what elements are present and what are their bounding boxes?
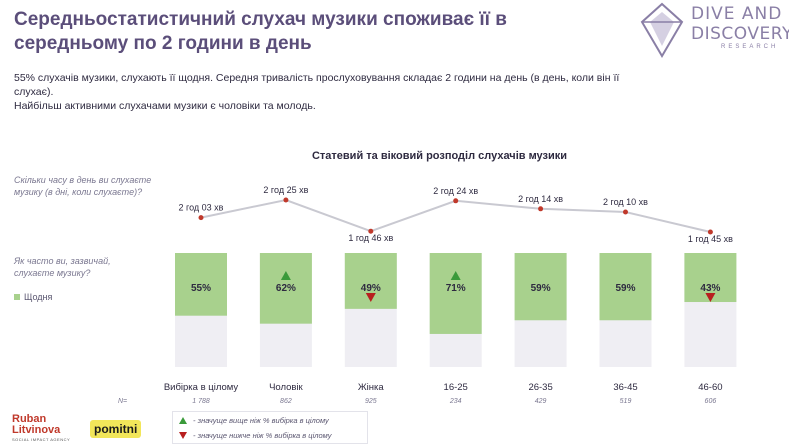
sample-size-label: 519 (620, 398, 632, 405)
category-label: 46-60 (698, 382, 722, 393)
brand-pomitni: pomitni (90, 420, 142, 438)
bar-daily (259, 253, 312, 324)
bar-value-label: 71% (446, 283, 466, 294)
bar-value-label: 49% (361, 283, 381, 294)
brand-ruban: Ruban (12, 413, 47, 425)
logo-line-2: DISCOVERY (691, 24, 789, 44)
bar-daily (175, 253, 227, 316)
duration-point (283, 197, 289, 203)
triangle-down-icon (179, 432, 187, 439)
duration-label: 2 год 25 хв (263, 185, 308, 195)
logo-line-1: DIVE AND (691, 4, 783, 24)
legend-daily: Щодня (14, 292, 52, 302)
duration-label: 2 год 14 хв (518, 194, 563, 204)
category-label: 36-45 (613, 382, 637, 393)
diamond-logo-icon (640, 2, 684, 58)
dive-and-discovery-logo: DIVE AND DISCOVERY RESEARCH (636, 2, 789, 58)
duration-point (623, 209, 628, 215)
music-listeners-chart: 55% Вибірка в цілому 1 788 2 год 03 хв 62% Чо… (118, 185, 737, 405)
intro-text: 55% слухачів музики, слухають її щодня. … (14, 71, 634, 113)
sig-higher-row: - значуще вище ніж % вибірка в цілому (179, 416, 329, 425)
footer-brands: Ruban Litvinova SOCIAL IMPACT AGENCY pom… (12, 413, 142, 444)
duration-point (538, 206, 544, 212)
logo-line-3: RESEARCH (721, 44, 779, 50)
duration-point (453, 198, 459, 204)
bar-value-label: 55% (191, 283, 211, 294)
triangle-down-icon (705, 293, 716, 302)
sig-higher-label: - значуще вище ніж % вибірка в цілому (193, 416, 329, 425)
triangle-up-icon (450, 271, 461, 280)
category-label: Жінка (358, 382, 384, 393)
duration-point (368, 228, 374, 234)
duration-label: 2 год 03 хв (179, 203, 224, 213)
category-label: Вибірка в цілому (164, 382, 239, 393)
bar-value-label: 62% (276, 283, 296, 294)
bar-value-label: 59% (615, 283, 635, 294)
duration-label: 1 год 46 хв (348, 233, 393, 243)
sample-size-label: 925 (365, 398, 377, 405)
legend-daily-swatch (14, 294, 20, 300)
sig-lower-label: - значуще нижче ніж % вибірка в цілому (193, 431, 332, 440)
sample-size-label: 429 (535, 398, 547, 405)
sig-lower-row: - значуще нижче ніж % вибірка в цілому (179, 431, 331, 440)
question-time-per-day: Скільки часу в день ви слухаєте музику (… (14, 175, 152, 197)
bar-daily (514, 253, 567, 321)
triangle-up-icon (280, 271, 291, 280)
duration-point (707, 229, 713, 235)
duration-label: 2 год 10 хв (603, 197, 648, 207)
chart-title: Статевий та віковий розподіл слухачів му… (311, 150, 568, 162)
sample-size-label: 606 (705, 398, 717, 405)
sample-size-label: 1 788 (192, 398, 210, 405)
legend-daily-label: Щодня (24, 292, 53, 302)
page-title: Середньостатистичний слухач музики спожи… (14, 9, 507, 54)
bar-daily (429, 253, 482, 334)
bar-value-label: 43% (700, 283, 720, 294)
intro-line-1: 55% слухачів музики, слухають її щодня. … (14, 72, 620, 98)
category-label: 26-35 (528, 382, 552, 393)
significance-legend: - значуще вище ніж % вибірка в цілому - … (172, 411, 368, 444)
sample-size-label: 862 (280, 398, 292, 405)
category-label: 16-25 (444, 382, 468, 393)
category-label: Чоловік (269, 382, 303, 393)
duration-label: 1 год 45 хв (688, 234, 733, 244)
question-frequency: Як часто ви, зазвичай, слухаєте музику? (14, 256, 111, 278)
triangle-up-icon (179, 417, 187, 424)
sample-size-prefix: N= (118, 398, 127, 405)
intro-line-2: Найбільш активними слухачами музики є чо… (14, 100, 316, 112)
triangle-down-icon (365, 293, 376, 302)
duration-point (198, 215, 204, 221)
duration-label: 2 год 24 хв (433, 186, 478, 196)
bar-value-label: 59% (531, 283, 551, 294)
sample-size-label: 234 (449, 398, 462, 405)
brand-subtitle: SOCIAL IMPACT AGENCY (12, 437, 71, 442)
brand-litvinova: Litvinova (12, 424, 61, 436)
bar-daily (599, 253, 652, 321)
